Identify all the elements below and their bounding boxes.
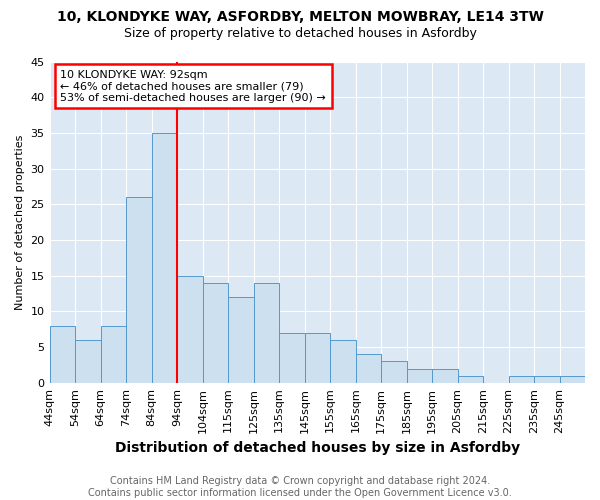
Bar bbox=[254, 283, 279, 383]
Bar bbox=[75, 340, 101, 383]
Bar bbox=[509, 376, 534, 383]
Bar bbox=[432, 368, 458, 383]
Bar bbox=[126, 197, 152, 383]
Text: 10 KLONDYKE WAY: 92sqm
← 46% of detached houses are smaller (79)
53% of semi-det: 10 KLONDYKE WAY: 92sqm ← 46% of detached… bbox=[60, 70, 326, 102]
Bar bbox=[381, 362, 407, 383]
Y-axis label: Number of detached properties: Number of detached properties bbox=[15, 134, 25, 310]
Bar bbox=[560, 376, 585, 383]
Bar bbox=[305, 333, 330, 383]
Text: Contains HM Land Registry data © Crown copyright and database right 2024.
Contai: Contains HM Land Registry data © Crown c… bbox=[88, 476, 512, 498]
Bar bbox=[228, 297, 254, 383]
Bar bbox=[279, 333, 305, 383]
X-axis label: Distribution of detached houses by size in Asfordby: Distribution of detached houses by size … bbox=[115, 441, 520, 455]
Bar bbox=[152, 133, 177, 383]
Text: Size of property relative to detached houses in Asfordby: Size of property relative to detached ho… bbox=[124, 28, 476, 40]
Bar bbox=[458, 376, 483, 383]
Bar bbox=[101, 326, 126, 383]
Bar bbox=[356, 354, 381, 383]
Bar bbox=[203, 283, 228, 383]
Bar bbox=[407, 368, 432, 383]
Bar bbox=[534, 376, 560, 383]
Bar bbox=[50, 326, 75, 383]
Bar bbox=[330, 340, 356, 383]
Bar bbox=[177, 276, 203, 383]
Text: 10, KLONDYKE WAY, ASFORDBY, MELTON MOWBRAY, LE14 3TW: 10, KLONDYKE WAY, ASFORDBY, MELTON MOWBR… bbox=[56, 10, 544, 24]
